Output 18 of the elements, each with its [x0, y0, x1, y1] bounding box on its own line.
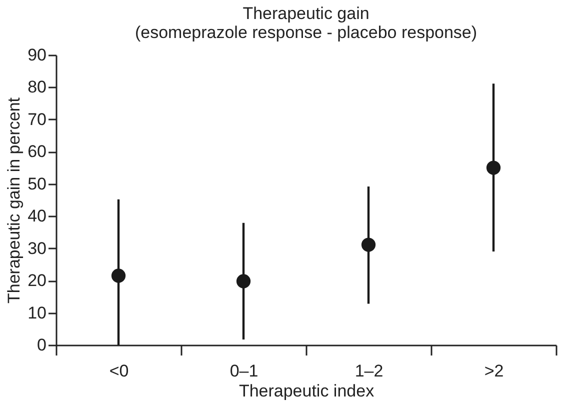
y-tick-label: 40 — [28, 206, 46, 226]
text: (esomeprazole response - placebo response) — [134, 23, 478, 42]
y-tick-label: 0 — [37, 336, 46, 354]
y-tick-label: 30 — [28, 238, 46, 258]
y-tick-label: 10 — [28, 303, 46, 322]
y-tick-label: 60 — [28, 142, 46, 162]
text: Therapeutic gain — [242, 4, 370, 23]
x-axis-title: Therapeutic index — [238, 382, 375, 400]
x-tick-label: 0–1 — [230, 362, 258, 380]
x-tick-label: <0 — [109, 362, 129, 380]
x-tick-label: >2 — [484, 362, 504, 380]
y-tick-label: 70 — [28, 110, 46, 129]
y-tick-label: 80 — [28, 78, 46, 97]
y-tick-label: 50 — [28, 174, 46, 194]
y-axis-title: Therapeutic gain in percent — [4, 97, 24, 304]
y-tick-label: 90 — [28, 46, 46, 64]
x-tick-label: 1–2 — [354, 362, 384, 380]
y-tick-label: 20 — [28, 271, 46, 290]
